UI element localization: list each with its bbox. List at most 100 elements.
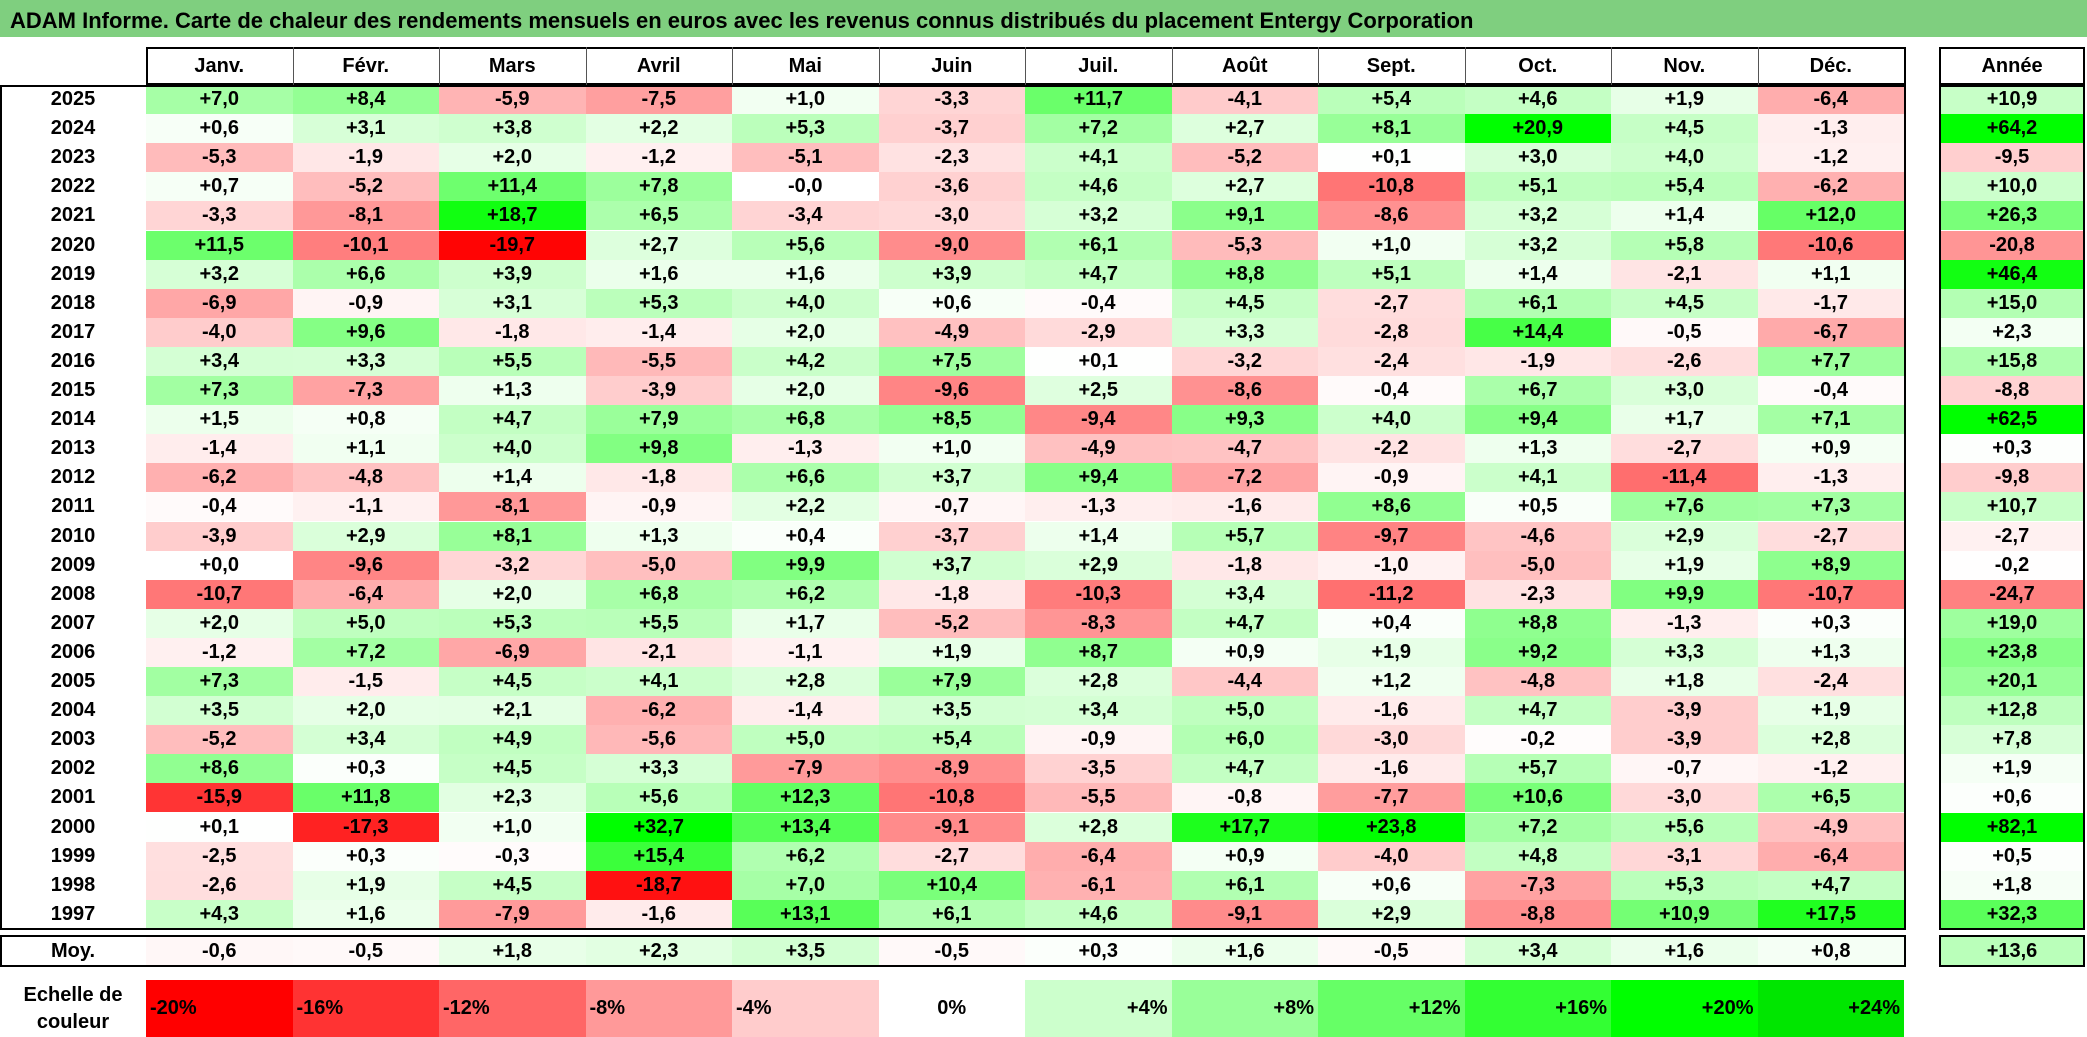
row-year-label: 2012	[50, 466, 96, 489]
heatmap-cell: +7,1	[1757, 405, 1904, 435]
heatmap-cell: -4,7	[1171, 434, 1318, 464]
heatmap-cell: +5,0	[732, 725, 879, 755]
heatmap-cell: +5,5	[585, 608, 732, 638]
heatmap-cell: -9,1	[1171, 899, 1318, 929]
row-year-label: 2025	[50, 88, 96, 110]
row-year-label: 2015	[50, 379, 96, 401]
heatmap-cell: -5,6	[585, 725, 732, 755]
heatmap-cell: +11,4	[439, 172, 586, 202]
heatmap-cell: +5,4	[1318, 85, 1465, 115]
row-year-label: 2021	[50, 204, 96, 227]
heatmap-cell: +5,7	[1171, 521, 1318, 551]
heatmap-cell: -4,9	[1025, 434, 1172, 464]
row-year-label: 2001	[50, 786, 96, 809]
heatmap-cell: -1,8	[439, 317, 586, 347]
heatmap-cell: -5,2	[1171, 143, 1318, 173]
row-year-label: 1998	[50, 873, 96, 896]
heatmap-cell: +3,3	[1171, 317, 1318, 347]
heatmap-cell: +8,7	[1025, 637, 1172, 667]
heatmap-cell: -5,0	[585, 550, 732, 580]
heatmap-cell: +13,1	[732, 899, 879, 929]
heatmap-cell: +1,3	[439, 376, 586, 406]
heatmap-cell: +6,2	[732, 579, 879, 609]
column-header: Avril	[585, 47, 732, 85]
average-annual-cell: +13,6	[1939, 935, 2085, 967]
column-separator	[585, 47, 587, 85]
annual-cell: +12,8	[1939, 696, 2085, 726]
row-year-label: 2010	[50, 524, 96, 547]
body-frame	[0, 85, 1906, 930]
heatmap-cell: +3,4	[1025, 696, 1172, 726]
heatmap-cell: -6,7	[1757, 317, 1904, 347]
heatmap-cell: +1,5	[146, 405, 293, 435]
heatmap-cell: -1,9	[1464, 346, 1611, 376]
heatmap-cell: +9,1	[1171, 201, 1318, 231]
heatmap-cell: +4,6	[1025, 899, 1172, 929]
heatmap-cell: +2,9	[1611, 521, 1758, 551]
heatmap-cell: -7,3	[292, 376, 439, 406]
heatmap-cell: +3,4	[292, 725, 439, 755]
heatmap-cell: -10,7	[146, 579, 293, 609]
heatmap-cell: +7,0	[146, 85, 293, 115]
heatmap-cell: +2,0	[439, 143, 586, 173]
average-cell: +0,3	[1025, 935, 1172, 967]
heatmap-cell: +5,6	[1611, 812, 1758, 842]
heatmap-cell: -9,0	[878, 230, 1025, 260]
heatmap-cell: +10,6	[1464, 783, 1611, 813]
heatmap-cell: +1,9	[1611, 85, 1758, 115]
heatmap-cell: +7,3	[1757, 492, 1904, 522]
heatmap-cell: -17,3	[292, 812, 439, 842]
heatmap-cell: +17,7	[1171, 812, 1318, 842]
heatmap-cell: -3,6	[878, 172, 1025, 202]
annual-body-frame	[1939, 85, 2085, 930]
heatmap-cell: +2,3	[439, 783, 586, 813]
color-scale-step: +12%	[1318, 980, 1465, 1037]
heatmap-cell: -0,9	[292, 288, 439, 318]
heatmap-cell: +5,3	[1611, 870, 1758, 900]
heatmap-cell: -7,9	[439, 899, 586, 929]
row-year-label: 2017	[50, 320, 96, 343]
heatmap-cell: +1,0	[439, 812, 586, 842]
heatmap-cell: -9,7	[1318, 521, 1465, 551]
heatmap-cell: +3,2	[1464, 201, 1611, 231]
annual-header-frame	[1939, 47, 2085, 85]
heatmap-cell: +6,5	[1757, 783, 1904, 813]
heatmap-cell: -3,0	[878, 201, 1025, 231]
heatmap-cell: -1,4	[732, 696, 879, 726]
average-cell: +3,4	[1464, 935, 1611, 967]
heatmap-cell: -3,9	[585, 376, 732, 406]
chart-title: ADAM Informe. Carte de chaleur des rende…	[0, 0, 2087, 37]
heatmap-cell: -5,0	[1464, 550, 1611, 580]
heatmap-cell: +1,6	[292, 899, 439, 929]
annual-cell: +0,3	[1939, 434, 2085, 464]
row-year-label: 2000	[50, 815, 96, 838]
heatmap-cell: +9,9	[1611, 579, 1758, 609]
heatmap-cell: +9,3	[1171, 405, 1318, 435]
heatmap-cell: +2,2	[585, 114, 732, 144]
heatmap-cell: -9,6	[292, 550, 439, 580]
heatmap-cell: +3,0	[1611, 376, 1758, 406]
average-cell: -0,5	[1318, 935, 1465, 967]
heatmap-cell: -5,3	[146, 143, 293, 173]
heatmap-cell: +1,4	[439, 463, 586, 493]
heatmap-cell: +2,7	[585, 230, 732, 260]
heatmap-cell: +8,5	[878, 405, 1025, 435]
heatmap-cell: +4,5	[439, 754, 586, 784]
heatmap-cell: +2,0	[146, 608, 293, 638]
heatmap-cell: +4,7	[1171, 754, 1318, 784]
heatmap-cell: +1,4	[1025, 521, 1172, 551]
row-year-label: 2013	[50, 437, 96, 460]
heatmap-cell: +5,5	[439, 346, 586, 376]
heatmap-cell: +2,2	[732, 492, 879, 522]
heatmap-cell: +2,0	[732, 317, 879, 347]
heatmap-cell: +9,9	[732, 550, 879, 580]
heatmap-cell: +4,6	[1464, 85, 1611, 115]
heatmap-cell: -0,7	[1611, 754, 1758, 784]
heatmap-cell: +2,9	[1318, 899, 1465, 929]
heatmap-cell: -8,3	[1025, 608, 1172, 638]
heatmap-cell: -1,3	[1611, 608, 1758, 638]
column-separator	[292, 47, 294, 85]
heatmap-cell: +6,1	[1025, 230, 1172, 260]
heatmap-cell: +4,1	[1025, 143, 1172, 173]
heatmap-cell: +23,8	[1318, 812, 1465, 842]
